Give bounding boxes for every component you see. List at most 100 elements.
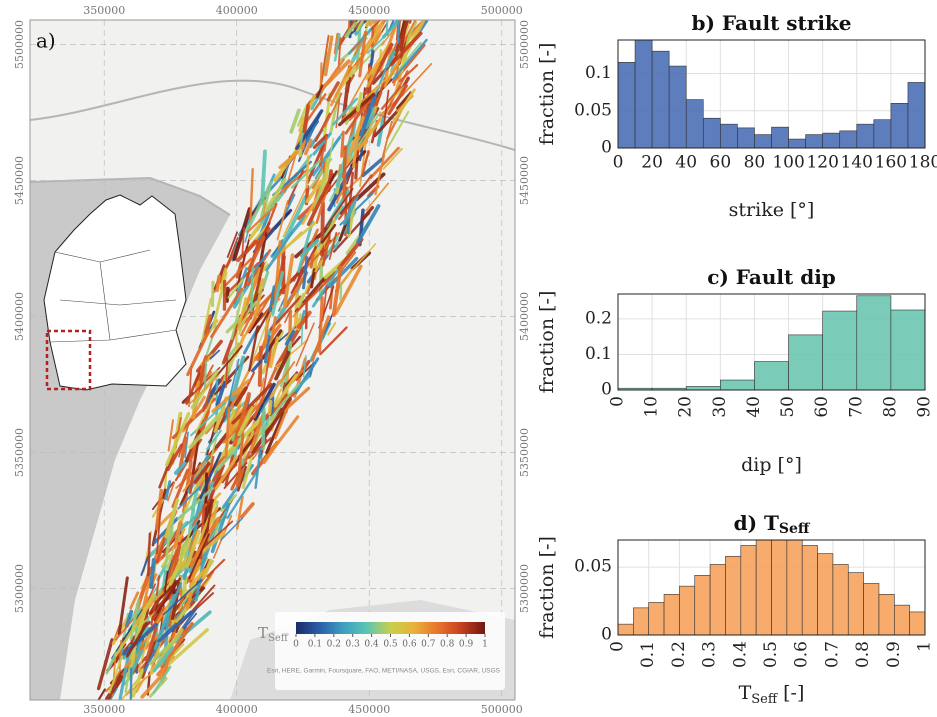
fault-trace	[274, 398, 292, 440]
fault-trace	[236, 297, 248, 332]
fault-trace	[276, 200, 289, 241]
fault-trace	[232, 392, 252, 447]
fault-trace	[300, 320, 304, 345]
fault-trace	[223, 414, 266, 457]
fault-trace	[164, 498, 180, 539]
colorbar-tick-label: 0.4	[364, 640, 379, 650]
x-tick-label: 0.6	[792, 641, 812, 668]
x-tick-label: 40	[744, 396, 764, 418]
fault-trace	[245, 307, 261, 335]
fault-trace	[294, 222, 335, 259]
fault-trace	[344, 21, 358, 39]
fault-trace	[323, 35, 334, 77]
bar	[909, 611, 926, 636]
bar	[737, 127, 755, 149]
x-tick-label: 0.5	[761, 641, 781, 668]
fault-trace	[269, 336, 279, 369]
y-tick-label: 0.05	[574, 100, 612, 120]
fault-trace	[232, 207, 252, 261]
fault-trace	[340, 130, 345, 158]
fault-trace	[273, 373, 298, 408]
fault-trace	[149, 557, 156, 589]
fault-trace	[237, 406, 254, 437]
fault-trace	[370, 20, 382, 31]
bar	[856, 295, 892, 391]
bar	[771, 126, 789, 149]
bar	[617, 623, 634, 636]
fault-trace	[392, 0, 413, 16]
fault-trace	[226, 405, 242, 431]
chart-title-main: d) T	[734, 511, 779, 535]
fault-trace	[164, 628, 209, 668]
fault-trace	[157, 610, 193, 643]
bar	[754, 361, 789, 391]
fault-trace	[206, 511, 227, 547]
fault-trace	[274, 350, 291, 381]
fault-trace	[296, 102, 309, 127]
fault-trace	[247, 317, 257, 333]
colorbar-tick-label: 0.2	[327, 640, 341, 650]
fault-trace	[360, 205, 375, 222]
x-tick-label: 20	[641, 153, 663, 173]
fault-trace	[373, 31, 382, 46]
x-axis-label-sub: Seff	[751, 692, 779, 707]
fault-trace	[201, 297, 212, 340]
colorbar-tick-label: 0.6	[402, 640, 417, 650]
fault-trace	[285, 221, 317, 249]
fault-trace	[189, 568, 207, 588]
fault-trace	[282, 195, 308, 243]
x-tick-label: 180	[909, 153, 937, 173]
fault-trace	[331, 265, 343, 317]
fault-trace	[262, 442, 279, 465]
colorbar-tick-label: 0.1	[308, 640, 322, 650]
fault-trace	[220, 517, 243, 541]
fault-trace	[337, 237, 364, 271]
fault-trace	[186, 328, 211, 377]
fault-trace	[251, 359, 263, 373]
fault-trace	[216, 448, 237, 471]
bar	[890, 309, 926, 391]
fault-trace	[314, 133, 343, 179]
fault-trace	[344, 40, 385, 83]
bar	[634, 39, 653, 149]
fault-trace	[283, 168, 309, 190]
fault-trace	[254, 446, 262, 489]
fault-trace	[334, 264, 363, 315]
y-tick-label: 0.1	[585, 63, 612, 83]
colorbar-tick-label: 0	[293, 640, 299, 650]
fault-trace	[357, 117, 383, 151]
fault-trace	[147, 532, 152, 577]
fault-trace	[385, 50, 396, 68]
fault-trace	[399, 20, 402, 22]
fault-trace	[284, 318, 301, 341]
x-tick-label: 0.9	[884, 641, 904, 668]
fault-trace	[398, 64, 419, 83]
fault-trace	[175, 605, 189, 623]
bar	[822, 310, 858, 391]
fault-trace	[383, 110, 410, 156]
fault-trace	[392, 38, 428, 80]
fault-trace	[166, 443, 184, 472]
colorbar-tick-label: 0.8	[440, 640, 455, 650]
fault-trace	[173, 520, 183, 549]
y-tick-label: 5300000	[13, 564, 26, 613]
fault-trace	[210, 287, 244, 339]
fault-trace	[244, 239, 257, 255]
fault-trace	[247, 235, 266, 271]
fault-trace	[387, 84, 408, 116]
fault-trace	[164, 412, 191, 467]
fault-trace	[327, 321, 337, 336]
bar	[633, 607, 649, 636]
fault-trace	[311, 269, 339, 308]
fault-trace	[359, 94, 377, 137]
fault-trace	[248, 223, 262, 241]
fault-trace	[140, 602, 151, 620]
fault-trace	[328, 170, 338, 184]
bar	[754, 134, 772, 149]
fault-trace	[188, 365, 193, 408]
fault-trace	[267, 399, 273, 416]
fault-trace	[177, 486, 201, 510]
fault-trace	[356, 204, 381, 244]
fault-trace	[355, 20, 362, 68]
fault-trace	[249, 261, 265, 320]
